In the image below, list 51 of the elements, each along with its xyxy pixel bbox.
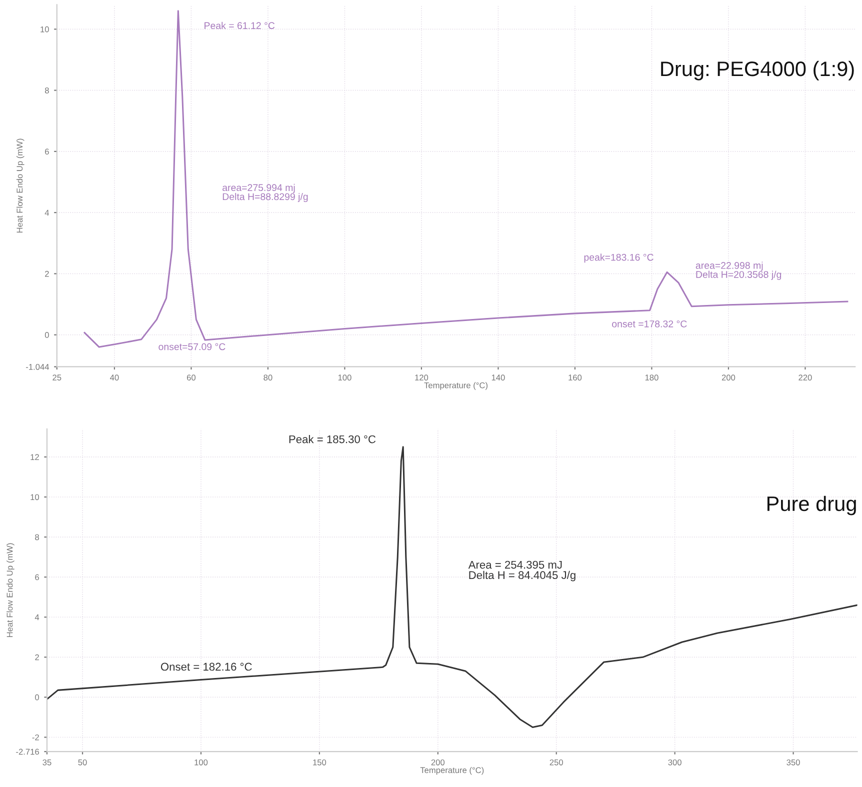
x-tick-label: 80: [264, 374, 272, 380]
x-tick-label: 100: [194, 759, 208, 766]
y-tick-label: 2: [35, 654, 39, 660]
x-tick-label: 35: [42, 759, 52, 766]
y-tick-label: 10: [30, 494, 40, 500]
x-tick-label: 150: [313, 759, 326, 766]
x-tick-label: 50: [78, 759, 87, 766]
y-tick-label: 6: [35, 574, 39, 580]
y-tick-label: -2: [32, 734, 39, 740]
y-tick-label: 2: [45, 270, 49, 277]
y-tick-label: 6: [45, 148, 49, 155]
text: Pure drug: [767, 496, 856, 516]
x-tick-label: 25: [52, 374, 62, 380]
x-tick-label: 350: [786, 759, 800, 766]
y-tick-label: 4: [34, 614, 40, 620]
y-tick-label: 4: [44, 210, 50, 216]
y-tick-label: 8: [44, 88, 49, 94]
annotation: area=22.998 mj Delta H=20.3568 j/g: [696, 262, 782, 280]
x-tick-label: 200: [431, 759, 445, 766]
y-tick-label: 0: [44, 332, 49, 338]
x-axis-title: Temperature (°C): [424, 382, 488, 390]
x-tick-label: 40: [110, 374, 119, 380]
annotation: Area = 254.395 mJ Delta H = 84.4045 J/g: [468, 560, 576, 582]
annotation: onset =178.32 °C: [612, 320, 687, 328]
y-tick-label: -2.716: [16, 748, 39, 755]
annotation: Peak = 185.30 °C: [289, 435, 376, 444]
x-axis-title: Temperature (°C): [420, 766, 484, 775]
y-tick-label: 8: [35, 534, 39, 540]
annotation: area=275.994 mj Delta H=88.8299 j/g: [222, 184, 308, 202]
y-axis-title: Heat Flow Endo Up (mW): [6, 543, 14, 638]
x-tick-label: 100: [338, 374, 352, 380]
x-tick-label: 120: [415, 374, 428, 380]
y-tick-label: 0: [35, 694, 40, 700]
x-tick-label: 140: [492, 374, 505, 380]
y-tick-label: -1.044: [26, 364, 50, 370]
x-tick-label: 300: [668, 759, 682, 766]
x-tick-label: 200: [722, 374, 736, 380]
y-tick-label: 12: [30, 454, 39, 460]
annotation: peak=183.16 °C: [584, 254, 654, 263]
y-tick-label: 10: [40, 26, 49, 32]
x-tick-label: 180: [645, 374, 658, 380]
line-series: [46, 446, 858, 728]
text: Drug: PEG4000 (1:9): [661, 60, 854, 80]
annotation: Peak = 61.12 °C: [204, 22, 275, 30]
annotation: Onset = 182.16 °C: [160, 662, 252, 671]
x-tick-label: 250: [550, 759, 563, 766]
x-tick-label: 160: [568, 374, 582, 380]
x-tick-label: 60: [186, 374, 196, 380]
y-axis-title: Heat Flow Endo Up (mW): [16, 138, 24, 233]
x-tick-label: 220: [798, 374, 812, 380]
annotation: onset=57.09 °C: [158, 343, 226, 350]
